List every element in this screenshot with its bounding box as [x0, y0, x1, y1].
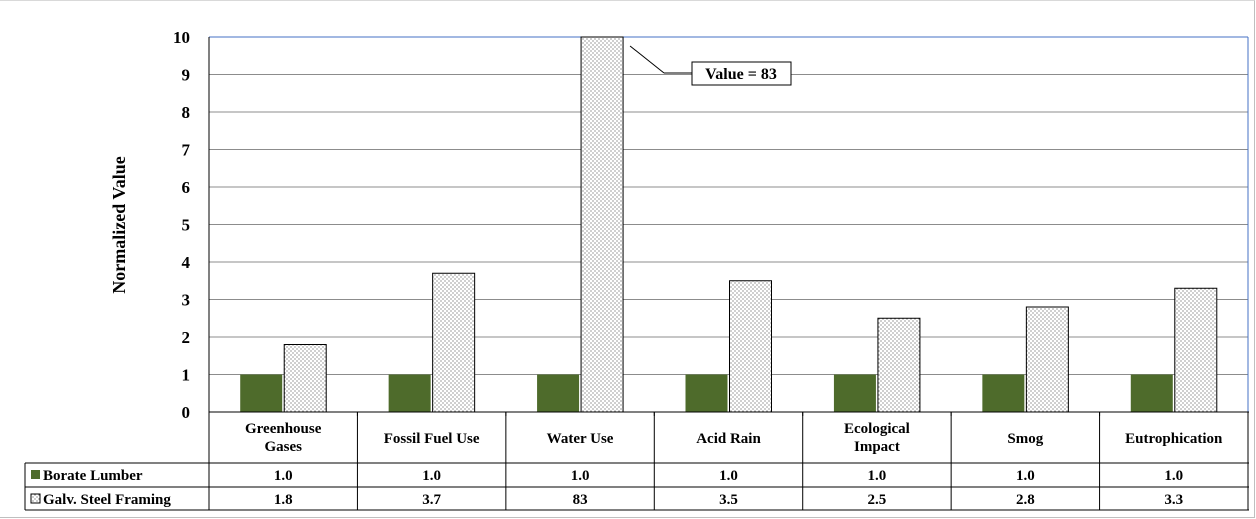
bar-galv-steel-framing [432, 272, 476, 413]
data-table: Greenhouse Gases Fossil Fuel Use Water Use A… [24, 411, 1249, 511]
data-table-value: 3.3 [1164, 492, 1183, 508]
category-label: Water Use [547, 431, 614, 447]
y-tick-label: 10 [173, 28, 190, 47]
category-label: Acid Rain [696, 431, 761, 447]
y-tick-label: 8 [182, 103, 191, 122]
y-tick-label: 2 [182, 328, 191, 347]
data-table-value: 1.0 [274, 468, 293, 484]
category-label: Smog [1007, 431, 1043, 447]
gridlines [208, 36, 1249, 412]
data-table-value: 2.8 [1016, 492, 1035, 508]
y-tick-label: 3 [182, 291, 191, 310]
bar-borate-lumber [388, 374, 431, 412]
legend-series-name: Borate Lumber [43, 468, 143, 484]
data-table-value: 1.0 [1164, 468, 1183, 484]
category-label: Fossil Fuel Use [384, 431, 480, 447]
data-table-value: 3.7 [422, 492, 441, 508]
bar-galv-steel-framing [1025, 306, 1069, 413]
legend-series-name: Galv. Steel Framing [43, 492, 171, 508]
category-label: Ecological Impact [844, 421, 910, 455]
data-table-value: 1.8 [274, 492, 293, 508]
data-table-value: 1.0 [868, 468, 887, 484]
bar-borate-lumber [1130, 374, 1173, 412]
callout-box [691, 61, 792, 86]
bar-galv-steel-framing [580, 36, 624, 413]
callout-leader [629, 45, 665, 74]
bar-borate-lumber [833, 374, 876, 412]
bars [240, 36, 1218, 413]
bar-galv-steel-framing [877, 317, 921, 413]
category-label: Greenhouse Gases [245, 421, 322, 455]
category-label: Eutrophication [1125, 431, 1223, 447]
y-axis-ticks: 0 1 2 3 4 5 6 7 8 9 10 [173, 28, 191, 422]
data-table-value: 3.5 [719, 492, 738, 508]
y-tick-label: 4 [182, 253, 191, 272]
y-tick-label: 9 [182, 66, 191, 85]
y-tick-label: 6 [182, 178, 191, 197]
data-table-value: 1.0 [1016, 468, 1035, 484]
bar-borate-lumber [240, 374, 283, 412]
legend-key-galv-steel-framing [30, 493, 41, 504]
bar-galv-steel-framing [1174, 287, 1218, 413]
bar-galv-steel-framing [729, 280, 772, 413]
bar-borate-lumber [982, 374, 1025, 412]
y-tick-label: 1 [182, 366, 191, 385]
bar-borate-lumber [537, 374, 580, 412]
bar-borate-lumber [685, 374, 728, 412]
y-tick-label: 7 [182, 141, 191, 160]
y-tick-label: 5 [182, 216, 191, 235]
data-table-value: 83 [573, 492, 588, 508]
legend-key-borate-lumber [31, 470, 40, 479]
value-annotation: Value = 83 [629, 45, 792, 86]
data-table-value: 1.0 [719, 468, 738, 484]
data-table-value: 2.5 [868, 492, 887, 508]
callout-text: Value = 83 [705, 66, 777, 83]
y-tick-label: 0 [182, 403, 191, 422]
bar-galv-steel-framing [283, 344, 327, 413]
y-axis-label: Normalized Value [109, 156, 129, 294]
data-table-value: 1.0 [571, 468, 590, 484]
data-table-value: 1.0 [422, 468, 441, 484]
